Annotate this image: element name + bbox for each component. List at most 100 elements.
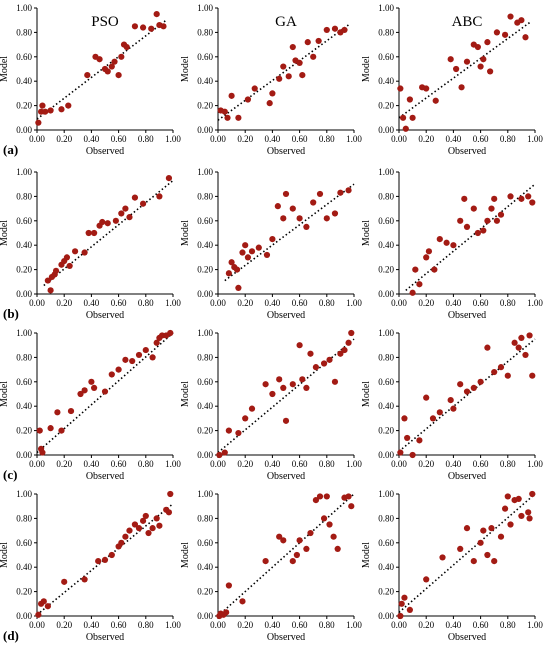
data-point bbox=[501, 31, 509, 38]
x-tick-label: 1.00 bbox=[527, 459, 543, 469]
y-tick-label: 0.20 bbox=[378, 426, 394, 436]
trend-line bbox=[36, 503, 174, 616]
row-label: (d) bbox=[3, 628, 19, 643]
x-tick-label: 0.40 bbox=[265, 134, 281, 144]
data-point bbox=[450, 405, 457, 412]
data-point bbox=[429, 415, 437, 422]
data-point bbox=[477, 378, 484, 385]
y-tick-label: 0.40 bbox=[197, 401, 213, 411]
data-point bbox=[101, 388, 109, 395]
data-point bbox=[289, 43, 296, 51]
data-point bbox=[529, 372, 536, 379]
data-point bbox=[323, 493, 330, 500]
data-point bbox=[348, 329, 355, 337]
data-point bbox=[233, 266, 241, 273]
y-tick-label: 0.60 bbox=[197, 538, 213, 548]
x-tick-label: 1.00 bbox=[527, 298, 543, 308]
data-point bbox=[112, 217, 119, 224]
data-point bbox=[276, 376, 283, 383]
data-point bbox=[255, 244, 262, 251]
data-point bbox=[404, 434, 411, 442]
x-axis-title: Observed bbox=[448, 632, 486, 643]
data-point bbox=[225, 582, 232, 589]
data-point bbox=[416, 281, 423, 288]
data-point bbox=[303, 384, 310, 391]
y-axis-title: Model bbox=[180, 381, 191, 407]
data-point bbox=[423, 85, 430, 92]
data-point bbox=[518, 512, 525, 520]
data-point bbox=[399, 114, 407, 121]
data-point bbox=[224, 114, 231, 121]
data-point bbox=[131, 521, 139, 528]
data-point bbox=[423, 576, 430, 583]
data-point bbox=[115, 72, 122, 79]
x-axis-title: Observed bbox=[267, 310, 305, 321]
x-axis-title: Observed bbox=[448, 146, 486, 157]
x-tick-label: 0.20 bbox=[418, 134, 434, 144]
y-tick-label: 0.60 bbox=[378, 216, 394, 226]
data-point bbox=[432, 97, 439, 104]
data-point bbox=[307, 529, 314, 537]
x-tick-label: 0.40 bbox=[265, 298, 281, 308]
y-tick-label: 0.20 bbox=[197, 426, 213, 436]
x-tick-label: 0.80 bbox=[319, 620, 335, 630]
data-point bbox=[480, 227, 487, 234]
y-tick-label: 0.60 bbox=[16, 52, 32, 62]
data-point bbox=[85, 229, 92, 237]
y-tick-label: 0.60 bbox=[197, 52, 213, 62]
data-point bbox=[529, 490, 536, 498]
row-label: (b) bbox=[3, 306, 19, 321]
data-point bbox=[118, 210, 125, 217]
x-axis-title: Observed bbox=[448, 471, 486, 482]
x-tick-label: 0.40 bbox=[265, 620, 281, 630]
y-tick-label: 0.00 bbox=[197, 289, 213, 299]
data-point bbox=[54, 409, 61, 416]
y-tick-label: 0.00 bbox=[16, 611, 32, 621]
x-axis-title: Observed bbox=[448, 310, 486, 321]
data-point bbox=[115, 366, 122, 373]
data-point bbox=[315, 37, 322, 45]
y-tick-label: 1.00 bbox=[378, 328, 394, 338]
y-tick-label: 0.60 bbox=[378, 52, 394, 62]
data-point bbox=[44, 603, 51, 610]
data-point bbox=[423, 254, 430, 261]
y-tick-label: 0.20 bbox=[16, 101, 32, 111]
data-point bbox=[304, 39, 311, 46]
data-point bbox=[493, 217, 501, 224]
trend-line bbox=[405, 183, 536, 291]
data-point bbox=[457, 545, 464, 553]
trend-line bbox=[217, 493, 355, 617]
data-point bbox=[307, 350, 314, 357]
data-point bbox=[242, 415, 249, 422]
y-tick-label: 0.80 bbox=[197, 27, 213, 37]
data-point bbox=[316, 190, 324, 198]
data-point bbox=[44, 277, 51, 284]
data-point bbox=[493, 29, 501, 36]
x-tick-label: 0.00 bbox=[29, 620, 45, 630]
y-tick-label: 0.60 bbox=[197, 216, 213, 226]
data-point bbox=[77, 390, 84, 398]
x-tick-label: 1.00 bbox=[346, 620, 362, 630]
data-point bbox=[326, 521, 333, 528]
data-point bbox=[131, 194, 139, 201]
y-tick-label: 0.80 bbox=[16, 191, 32, 201]
data-point bbox=[296, 59, 303, 66]
y-tick-label: 0.20 bbox=[378, 587, 394, 597]
x-tick-label: 0.00 bbox=[391, 298, 407, 308]
data-point bbox=[153, 515, 160, 522]
y-tick-label: 0.60 bbox=[16, 538, 32, 548]
x-tick-label: 0.00 bbox=[29, 459, 45, 469]
y-tick-label: 0.40 bbox=[378, 562, 394, 572]
x-tick-label: 0.40 bbox=[84, 298, 100, 308]
y-tick-label: 0.20 bbox=[16, 265, 32, 275]
x-tick-label: 0.60 bbox=[473, 298, 489, 308]
y-tick-label: 0.20 bbox=[16, 587, 32, 597]
data-point bbox=[497, 364, 505, 371]
data-point bbox=[303, 223, 310, 230]
data-point bbox=[409, 451, 416, 459]
data-point bbox=[303, 545, 310, 553]
x-axis-title: Observed bbox=[267, 146, 305, 157]
x-tick-label: 0.00 bbox=[391, 620, 407, 630]
x-tick-label: 0.80 bbox=[138, 459, 154, 469]
